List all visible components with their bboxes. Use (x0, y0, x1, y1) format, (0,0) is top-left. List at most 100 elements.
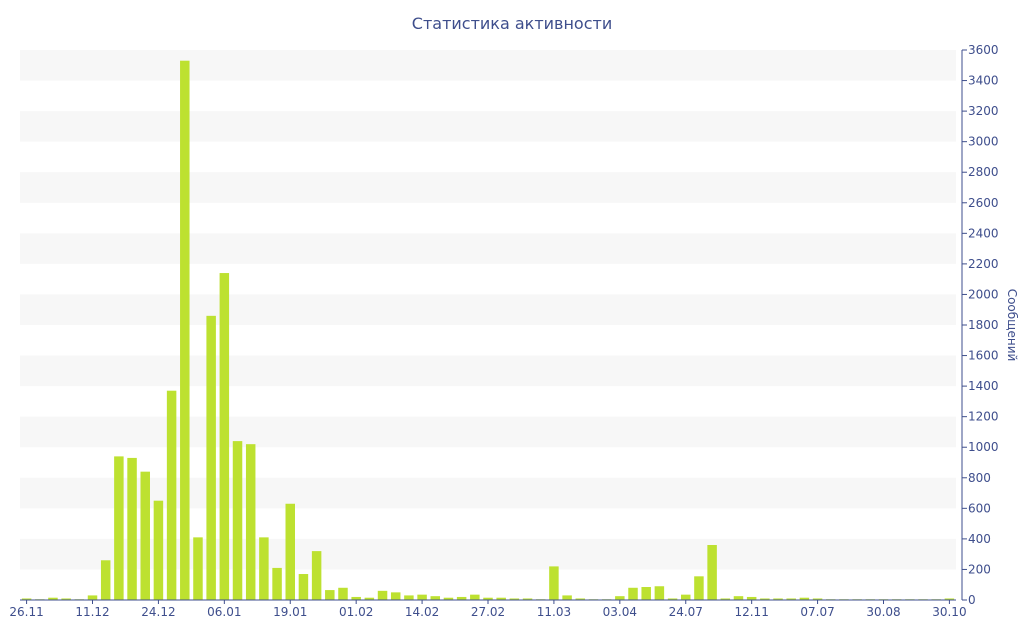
y-tick-label: 1600 (968, 349, 999, 363)
y-tick-label: 1400 (968, 379, 999, 393)
bar[interactable] (483, 597, 493, 600)
x-tick-label: 24.07 (669, 605, 703, 619)
grid-bands (20, 50, 956, 570)
grid-band (20, 50, 956, 81)
y-tick-label: 400 (968, 532, 991, 546)
bar[interactable] (667, 598, 678, 600)
y-tick-label: 2200 (968, 257, 999, 271)
bar[interactable] (338, 587, 348, 600)
y-tick-label: 2400 (968, 226, 999, 240)
bar[interactable] (720, 598, 731, 600)
bar[interactable] (100, 560, 111, 600)
y-tick-label: 1200 (968, 410, 999, 424)
x-tick-label: 12.11 (734, 605, 768, 619)
bar[interactable] (549, 566, 559, 600)
bar[interactable] (509, 598, 520, 600)
bar[interactable] (180, 60, 190, 600)
bar[interactable] (232, 441, 243, 600)
y-tick-label: 3400 (968, 74, 999, 88)
bar[interactable] (114, 456, 124, 600)
x-tick-label: 11.03 (537, 605, 571, 619)
bar[interactable] (417, 594, 427, 600)
bar[interactable] (219, 273, 230, 600)
bar[interactable] (245, 444, 256, 600)
x-tick-label: 01.02 (339, 605, 373, 619)
bar[interactable] (21, 598, 32, 600)
bar[interactable] (628, 587, 638, 600)
grid-band (20, 355, 956, 387)
bar[interactable] (470, 594, 480, 600)
x-tick-label: 30.08 (866, 605, 900, 619)
bar[interactable] (773, 598, 783, 600)
x-tick-label: 14.02 (405, 605, 439, 619)
bar[interactable] (707, 545, 717, 600)
grid-band (20, 172, 956, 203)
chart-title: Статистика активности (411, 14, 613, 33)
x-tick-label: 30.10 (932, 605, 966, 619)
bar[interactable] (812, 598, 823, 600)
y-axis-title: Сообщений (1005, 289, 1019, 362)
bar[interactable] (377, 590, 388, 600)
bar[interactable] (522, 598, 533, 600)
bar[interactable] (48, 597, 58, 600)
bar[interactable] (760, 598, 770, 600)
bar[interactable] (193, 537, 203, 600)
bar[interactable] (575, 598, 586, 600)
bar[interactable] (325, 590, 335, 600)
y-tick-label: 1000 (968, 440, 999, 454)
bar[interactable] (430, 596, 441, 600)
y-tick-label: 3600 (968, 43, 999, 57)
bar[interactable] (259, 537, 269, 600)
bar[interactable] (615, 596, 625, 600)
bar[interactable] (364, 597, 375, 600)
bar[interactable] (166, 390, 177, 600)
bar[interactable] (496, 597, 506, 600)
x-tick-label: 24.12 (141, 605, 175, 619)
grid-band (20, 111, 956, 142)
x-tick-label: 11.12 (75, 605, 109, 619)
bar[interactable] (786, 598, 796, 600)
bar[interactable] (311, 551, 322, 600)
bar[interactable] (390, 592, 401, 600)
y-tick-label: 2600 (968, 196, 999, 210)
grid-band (20, 416, 956, 448)
bar[interactable] (298, 574, 309, 600)
y-tick-label: 800 (968, 471, 991, 485)
bar[interactable] (87, 595, 98, 600)
bar[interactable] (443, 597, 454, 600)
bar[interactable] (404, 595, 414, 600)
y-tick-label: 2800 (968, 165, 999, 179)
bar[interactable] (127, 457, 137, 600)
bar[interactable] (61, 598, 71, 600)
bar[interactable] (285, 503, 295, 600)
bar[interactable] (351, 596, 361, 600)
bar[interactable] (562, 595, 572, 600)
bar[interactable] (799, 597, 810, 600)
grid-band (20, 233, 956, 264)
bar[interactable] (944, 598, 955, 600)
x-tick-label: 19.01 (273, 605, 307, 619)
bar[interactable] (681, 594, 691, 600)
x-tick-label: 27.02 (471, 605, 505, 619)
bar[interactable] (733, 596, 744, 600)
y-tick-label: 1800 (968, 318, 999, 332)
bar[interactable] (694, 576, 704, 600)
y-tick-label: 3200 (968, 104, 999, 118)
y-axis: 0 200 400 600 800 1000 1200 1400 1600 1800 2000 220… (961, 43, 999, 607)
bar[interactable] (206, 315, 216, 600)
x-axis: 26.11 11.12 24.12 06.01 19.01 01.02 14.02 27.02… (9, 599, 967, 619)
bar[interactable] (140, 471, 150, 600)
x-tick-label: 26.11 (9, 605, 43, 619)
bar[interactable] (456, 596, 467, 600)
bar[interactable] (746, 596, 757, 600)
y-tick-label: 2000 (968, 287, 999, 301)
y-tick-label: 3000 (968, 135, 999, 149)
bar[interactable] (272, 567, 282, 600)
bar[interactable] (641, 587, 651, 600)
grid-band (20, 294, 956, 325)
bar[interactable] (153, 500, 164, 600)
y-tick-label: 0 (968, 593, 976, 607)
y-tick-label: 200 (968, 562, 991, 576)
bar[interactable] (654, 586, 665, 600)
